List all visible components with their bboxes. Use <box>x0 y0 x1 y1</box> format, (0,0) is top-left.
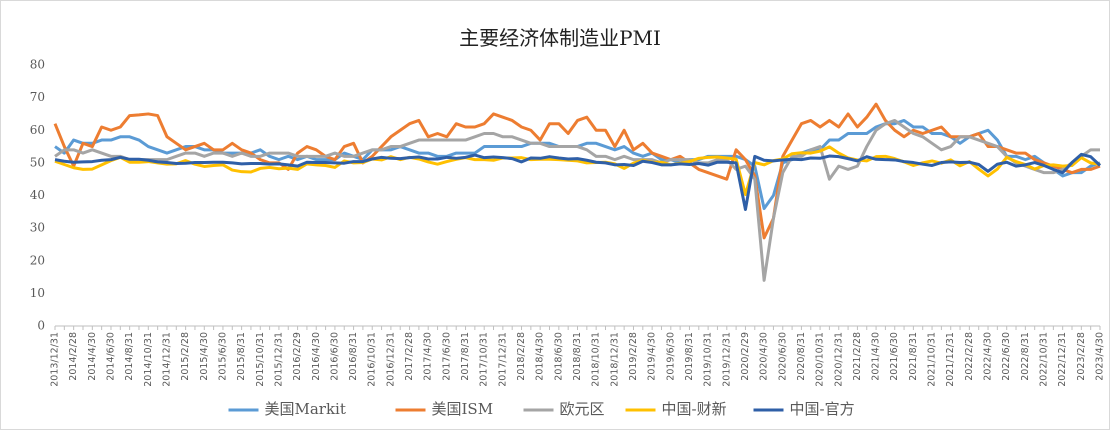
x-tick-label: 2023/2/28 <box>1076 332 1087 381</box>
x-tick-label: 2018/6/30 <box>553 332 564 381</box>
x-tick-label: 2021/10/31 <box>927 332 938 387</box>
y-tick-label: 60 <box>30 123 45 137</box>
y-tick-label: 80 <box>30 58 45 72</box>
x-tick-label: 2016/2/29 <box>292 332 303 381</box>
y-tick-label: 0 <box>37 319 45 333</box>
series-line <box>54 152 1102 212</box>
legend-label: 美国Markit <box>265 400 346 418</box>
y-tick-label: 70 <box>30 90 45 104</box>
y-tick-label: 10 <box>30 286 45 300</box>
x-tick-label: 2017/8/31 <box>460 332 471 381</box>
x-tick-label: 2022/10/31 <box>1039 332 1050 387</box>
x-tick-label: 2016/4/30 <box>311 332 322 381</box>
legend-label: 中国-财新 <box>662 400 727 418</box>
x-tick-label: 2020/10/31 <box>815 332 826 387</box>
x-tick-label: 2021/8/31 <box>908 332 919 381</box>
x-tick-label: 2014/2/28 <box>68 332 79 381</box>
x-tick-label: 2016/6/30 <box>329 332 340 381</box>
x-tick-label: 2020/8/31 <box>796 332 807 381</box>
x-tick-label: 2021/6/30 <box>889 332 900 381</box>
x-tick-label: 2020/12/31 <box>833 332 844 387</box>
x-tick-label: 2016/8/31 <box>348 332 359 381</box>
x-tick-label: 2014/10/31 <box>143 332 154 387</box>
x-tick-label: 2018/2/28 <box>516 332 527 381</box>
x-tick-label: 2022/6/30 <box>1001 332 1012 381</box>
x-tick-label: 2020/2/29 <box>740 332 751 381</box>
y-tick-label: 50 <box>30 155 45 169</box>
x-tick-label: 2019/2/28 <box>628 332 639 381</box>
x-tick-label: 2021/4/30 <box>871 332 882 381</box>
x-tick-label: 2019/6/30 <box>665 332 676 381</box>
x-tick-label: 2018/8/31 <box>572 332 583 381</box>
x-tick-label: 2018/12/31 <box>609 332 620 387</box>
legend-label: 欧元区 <box>560 400 605 418</box>
y-tick-label: 40 <box>30 188 45 202</box>
x-tick-label: 2021/2/28 <box>852 332 863 381</box>
x-tick-label: 2020/6/30 <box>777 332 788 381</box>
x-tick-label: 2014/8/31 <box>124 332 135 381</box>
x-tick-label: 2015/2/28 <box>180 332 191 381</box>
x-tick-label: 2021/12/31 <box>945 332 956 387</box>
x-tick-label: 2015/10/31 <box>255 332 266 387</box>
x-tick-label: 2014/12/31 <box>161 332 172 387</box>
x-tick-label: 2015/4/30 <box>199 332 210 381</box>
x-tick-label: 2016/10/31 <box>367 332 378 387</box>
x-tick-label: 2014/4/30 <box>87 332 98 381</box>
x-tick-label: 2022/8/31 <box>1020 332 1031 381</box>
x-tick-label: 2020/4/30 <box>759 332 770 381</box>
y-tick-label: 20 <box>30 253 45 267</box>
legend-label: 美国ISM <box>432 400 494 418</box>
x-tick-label: 2019/12/31 <box>721 332 732 387</box>
x-tick-label: 2019/8/31 <box>684 332 695 381</box>
x-tick-label: 2015/8/31 <box>236 332 247 381</box>
x-tick-label: 2014/6/30 <box>105 332 116 381</box>
x-tick-label: 2019/4/30 <box>647 332 658 381</box>
x-tick-label: 2022/2/28 <box>964 332 975 381</box>
x-tick-label: 2017/2/28 <box>404 332 415 381</box>
x-tick-label: 2017/10/31 <box>479 332 490 387</box>
x-tick-label: 2017/6/30 <box>441 332 452 381</box>
x-tick-label: 2018/4/30 <box>535 332 546 381</box>
y-tick-label: 30 <box>30 221 45 235</box>
series-line <box>54 118 1100 282</box>
x-tick-label: 2013/12/31 <box>50 332 61 387</box>
x-tick-label: 2015/6/30 <box>217 332 228 381</box>
x-tick-label: 2018/10/31 <box>591 332 602 387</box>
x-tick-label: 2017/4/30 <box>423 332 434 381</box>
legend-label: 中国-官方 <box>790 400 855 418</box>
x-tick-label: 2022/4/30 <box>983 332 994 381</box>
x-tick-label: 2017/12/31 <box>497 332 508 387</box>
x-tick-label: 2015/12/31 <box>273 332 284 387</box>
x-tick-label: 2016/12/31 <box>385 332 396 387</box>
series-line <box>54 145 1101 197</box>
x-tick-label: 2023/4/30 <box>1095 332 1106 381</box>
chart-title: 主要经济体制造业PMI <box>459 26 661 50</box>
x-tick-label: 2022/12/31 <box>1057 332 1068 387</box>
x-tick-label: 2019/10/31 <box>703 332 714 387</box>
series-line <box>53 102 1101 240</box>
